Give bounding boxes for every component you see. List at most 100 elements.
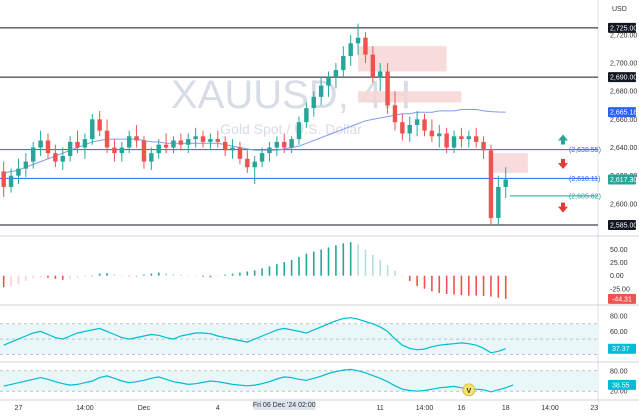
macd-bar [445, 275, 448, 295]
macd-bar [327, 247, 330, 276]
macd-bar [47, 275, 49, 278]
candle-body [466, 136, 472, 140]
candle-body [119, 147, 125, 154]
candle-body [60, 155, 65, 162]
candle [451, 130, 457, 154]
candle-body [97, 119, 102, 131]
rsi-tick-label: 60.00 [610, 329, 628, 336]
candle [245, 150, 250, 173]
candle [488, 144, 494, 225]
macd-bar [76, 275, 79, 278]
candle-body [318, 85, 324, 97]
candle-body [437, 133, 442, 137]
macd-bar [261, 268, 263, 276]
time-tick-label: 14:00 [416, 405, 434, 412]
candle [75, 130, 80, 154]
candle-body [459, 136, 464, 140]
currency-label: USD [612, 6, 627, 13]
macd-bar [113, 274, 116, 276]
candle-body [429, 130, 435, 137]
level-2585-label: 2,585.00 [610, 222, 637, 229]
macd-bar [497, 275, 500, 298]
candle [370, 46, 376, 83]
candle [8, 168, 14, 193]
macd-bar [379, 259, 382, 276]
macd-bar [268, 266, 271, 276]
level-2690-label: 2,690.00 [610, 75, 637, 82]
macd-bar [394, 270, 396, 276]
macd-bar [504, 275, 507, 299]
stoch-band [0, 370, 598, 392]
candle [230, 139, 235, 159]
crosshair-time-badge [253, 399, 316, 410]
candle-body [82, 139, 88, 148]
candle-body [186, 139, 191, 145]
macd-bar [475, 275, 477, 296]
macd-bar [349, 242, 352, 276]
candle-body [200, 136, 206, 142]
macd-bar [98, 273, 101, 276]
candle [414, 110, 420, 137]
candle-body [156, 144, 161, 154]
crosshair-time-label: Fri 06 Dec '24 02:00 [253, 402, 316, 409]
macd-bar [431, 275, 433, 292]
candle-body [1, 171, 6, 187]
candle-body [444, 133, 449, 148]
candle-body [16, 168, 21, 176]
candle [23, 153, 29, 178]
supply-zone-middle [358, 91, 462, 103]
v-marker-letter: V [466, 388, 471, 395]
candle [341, 46, 346, 78]
macd-bar [106, 273, 108, 276]
candle-body [149, 153, 154, 162]
macd-bar [128, 275, 130, 277]
candle [178, 133, 184, 151]
macd-bar [482, 275, 485, 297]
candle [259, 147, 265, 168]
candle [112, 139, 117, 162]
macd-bar [408, 275, 411, 281]
macd-bar [290, 259, 293, 276]
candle [104, 119, 110, 154]
supply-zone-right [490, 153, 528, 173]
bullish-arrow [558, 134, 568, 145]
candle [437, 125, 442, 148]
candle [318, 77, 324, 106]
candle-body [208, 139, 213, 142]
candle-body [392, 105, 398, 123]
stoch-tick-label: 20.00 [610, 389, 628, 396]
price-tick-label: 2,720.00 [610, 32, 637, 39]
level-2618-label: (2,618.11) [569, 176, 600, 183]
macd-bar [320, 249, 322, 276]
candle [186, 133, 191, 154]
candle-body [488, 150, 494, 218]
candle-body [414, 119, 420, 125]
macd-bar [91, 275, 94, 277]
candle-body [141, 140, 147, 162]
moving-average-line [3, 109, 506, 174]
macd-bar [438, 275, 441, 293]
candle [355, 23, 361, 55]
candle-body [311, 96, 316, 109]
macd-bar [61, 275, 64, 280]
candle-body [134, 136, 139, 141]
candle [400, 113, 405, 141]
macd-bar [187, 275, 190, 276]
candle-body [304, 108, 309, 123]
candle [208, 133, 213, 151]
candle [444, 127, 449, 154]
candle-body [53, 153, 58, 162]
macd-tick-label: 0.00 [610, 273, 624, 280]
candle-body [222, 141, 228, 151]
rsi-value-label: 37.37 [612, 346, 630, 353]
level-2690-badge [608, 72, 636, 83]
candle [496, 175, 501, 225]
candle-body [126, 136, 132, 148]
stoch-line [3, 368, 514, 393]
candle-body [230, 147, 235, 151]
price-tick-label: 2,640.00 [610, 145, 637, 152]
candle [311, 91, 316, 117]
candle-body [259, 153, 265, 162]
macd-bar [468, 275, 470, 296]
